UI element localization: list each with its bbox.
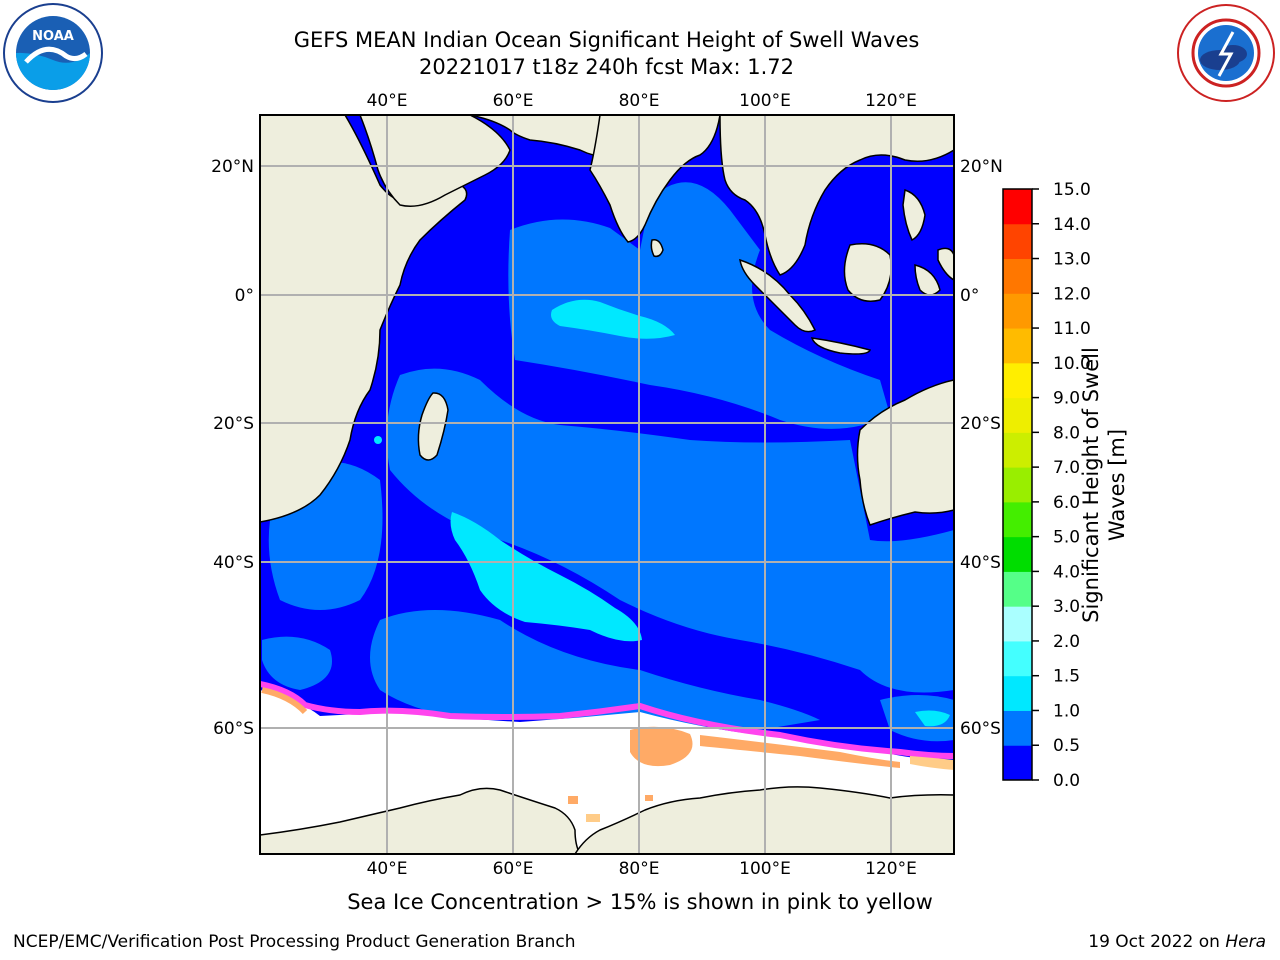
sea-ice-edge [260,681,954,822]
colorbar-ticks: 0.0 0.5 1.0 1.5 2.0 3.0 4.0 5.0 6.0 7.0 8.0 9.0 10.0… [1032,180,1091,791]
colorbar-tick-label: 9.0 [1053,389,1080,409]
colorbar-tick-label: 12.0 [1053,284,1091,304]
noaa-logo-icon: NOAA [3,3,103,103]
lat-label: 40°S [960,553,1001,573]
lon-label: 80°E [619,859,660,879]
colorbar-cell [1003,467,1032,503]
colorbar-cells [1003,189,1032,781]
colorbar-cell [1003,501,1032,538]
footer-date: 19 Oct 2022 on Hera [1088,932,1266,952]
lat-label: 20°N [211,157,254,177]
lat-labels-left: 20°N 0° 20°S 40°S 60°S [211,157,254,739]
colorbar-tick-label: 6.0 [1053,493,1080,513]
colorbar-tick-label: 15.0 [1053,180,1091,200]
svg-text:NOAA: NOAA [32,29,74,44]
colorbar-label: Significant Height of Swell Waves [m] [1079,347,1129,623]
colorbar-cell [1003,258,1032,294]
colorbar-cell [1003,536,1032,572]
land-masses [260,115,954,854]
colorbar-tick-label: 10.0 [1053,354,1091,374]
lon-label: 120°E [865,859,917,879]
map-subtitle: 20221017 t18z 240h fcst Max: 1.72 [419,55,794,79]
colorbar-tick-label: 2.0 [1053,632,1080,652]
colorbar-cell [1003,606,1032,642]
lon-label: 80°E [619,91,660,111]
colorbar-cell [1003,223,1032,260]
colorbar-cell [1003,675,1032,711]
swell-high-regions [374,299,950,727]
lat-label: 60°S [213,719,254,739]
lon-label: 40°E [367,859,408,879]
colorbar-tick-label: 4.0 [1053,562,1080,582]
lon-label: 100°E [739,91,791,111]
colorbar-cell [1003,293,1032,329]
colorbar-tick-label: 3.0 [1053,597,1080,617]
nws-logo-icon [1177,4,1275,102]
colorbar-frame [1002,188,1033,781]
colorbar-cell [1003,640,1032,677]
colorbar-tick-label: 5.0 [1053,528,1080,548]
sea-ice-caption: Sea Ice Concentration > 15% is shown in … [347,890,933,914]
colorbar-cell [1003,397,1032,433]
colorbar-tick-label: 11.0 [1053,319,1091,339]
lon-labels-top: 40°E 60°E 80°E 100°E 120°E [367,91,917,111]
lat-label: 20°S [213,414,254,434]
colorbar-tick-label: 0.0 [1053,771,1080,791]
lat-label: 0° [235,286,254,306]
colorbar-tick-label: 14.0 [1053,215,1091,235]
colorbar-tick-label: 1.0 [1053,701,1080,721]
lon-label: 60°E [493,859,534,879]
colorbar-cell [1003,571,1032,607]
lon-label: 100°E [739,859,791,879]
lon-label: 40°E [367,91,408,111]
colorbar-tick-label: 13.0 [1053,250,1091,270]
colorbar-cell [1003,189,1032,225]
map-gridlines [260,115,954,854]
colorbar-cell [1003,745,1032,781]
map-frame [259,114,955,855]
colorbar-cell [1003,328,1032,364]
lat-label: 20°N [960,157,1003,177]
lon-labels-bottom: 40°E 60°E 80°E 100°E 120°E [367,859,917,879]
colorbar-tick-label: 8.0 [1053,423,1080,443]
swell-mid-regions [262,182,954,742]
colorbar-tick-label: 7.0 [1053,458,1080,478]
colorbar-tick-label: 1.5 [1053,667,1080,687]
map-title: GEFS MEAN Indian Ocean Significant Heigh… [293,28,920,52]
footer-date-text: 19 Oct 2022 on [1088,932,1226,952]
colorbar-cell [1003,432,1032,468]
colorbar-cell [1003,710,1032,746]
lat-label: 20°S [960,414,1001,434]
colorbar-tick-label: 0.5 [1053,736,1080,756]
colorbar-cell [1003,362,1032,399]
colorbar: 0.0 0.5 1.0 1.5 2.0 3.0 4.0 5.0 6.0 7.0 8.0 9.0 10.0… [1002,180,1091,791]
lon-label: 60°E [493,91,534,111]
lat-label: 0° [960,286,979,306]
lat-label: 60°S [960,719,1001,739]
lat-labels-right: 20°N 0° 20°S 40°S 60°S [960,157,1003,739]
footer-credit: NCEP/EMC/Verification Post Processing Pr… [13,932,576,952]
lon-label: 120°E [865,91,917,111]
lat-label: 40°S [213,553,254,573]
footer-system: Hera [1225,932,1266,952]
